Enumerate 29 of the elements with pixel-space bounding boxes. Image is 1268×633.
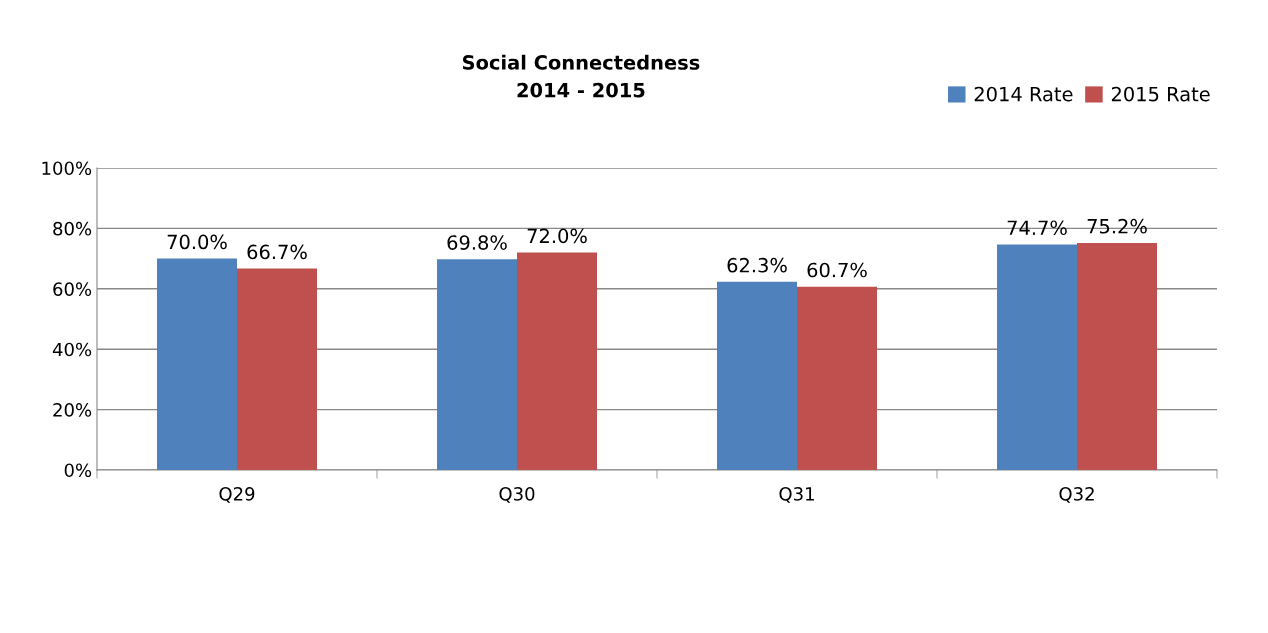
x-tick-label: Q32: [1059, 486, 1094, 503]
data-label: 75.2%: [1087, 218, 1147, 234]
y-tick-label: 20%: [53, 403, 92, 417]
x-tick-label: Q30: [499, 486, 535, 503]
data-label: 60.7%: [807, 262, 867, 278]
data-label: 72.0%: [527, 228, 587, 244]
data-label: 69.8%: [447, 235, 507, 250]
bar: [237, 268, 317, 470]
legend-label: 2015 Rate: [1111, 86, 1210, 102]
legend-label: 2014 Rate: [974, 86, 1073, 102]
data-label: 70.0%: [167, 234, 227, 250]
y-tick-label: 0%: [64, 463, 92, 478]
bar: [997, 244, 1077, 470]
bar: [517, 252, 597, 470]
y-tick-label: 60%: [53, 282, 92, 296]
y-tick-label: 100%: [42, 161, 92, 176]
x-tick-label: Q31: [779, 486, 814, 503]
data-label: 66.7%: [247, 244, 307, 260]
chart-title: Social Connectedness 2014 - 2015: [462, 54, 700, 98]
x-tick-label: Q29: [219, 486, 255, 503]
bar: [797, 286, 877, 470]
y-tick-label: 80%: [53, 221, 92, 236]
data-label: 74.7%: [1007, 220, 1067, 236]
bar: [1077, 242, 1157, 470]
bar: [717, 281, 797, 470]
data-label: 62.3%: [727, 257, 787, 273]
y-tick-label: 40%: [52, 342, 92, 357]
bar: [437, 259, 517, 470]
bar: [157, 258, 237, 470]
